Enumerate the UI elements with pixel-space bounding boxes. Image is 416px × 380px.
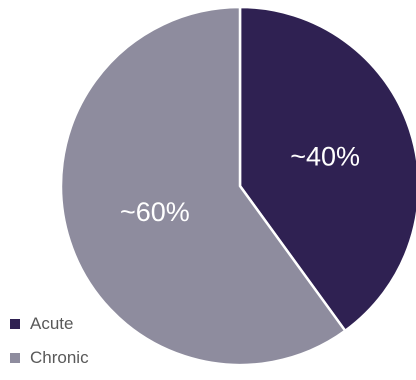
legend-item-chronic: Chronic (10, 346, 89, 370)
legend-label-chronic: Chronic (30, 348, 89, 367)
legend-swatch-chronic (10, 353, 20, 363)
legend-label-acute: Acute (30, 314, 74, 333)
pie-label-chronic: ~60% (120, 197, 190, 227)
pie-slice-acute (238, 5, 416, 333)
legend-swatch-acute (10, 319, 20, 329)
pie-label-acute: ~40% (290, 141, 360, 171)
pie-slice-chronic (59, 5, 347, 367)
legend-item-acute: Acute (10, 312, 89, 336)
chart-legend: Acute Chronic (10, 312, 89, 380)
